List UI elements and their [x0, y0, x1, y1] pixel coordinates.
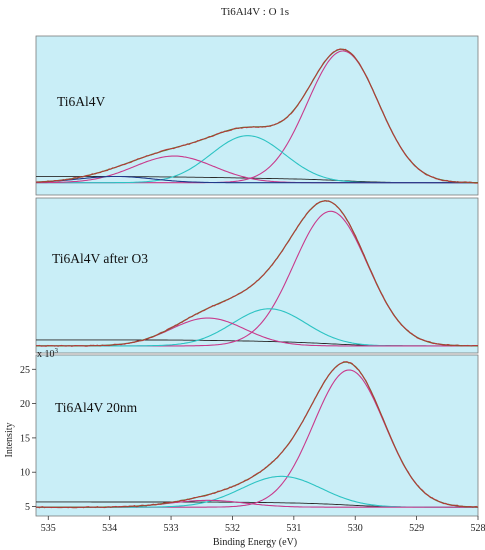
x-axis-label: Binding Energy (eV): [213, 537, 297, 548]
panel-label-3: Ti6Al4V 20nm: [55, 400, 138, 415]
x-tick-label: 533: [164, 523, 179, 534]
y-multiplier-exponent: 3: [55, 347, 59, 355]
y-tick-label: 25: [20, 365, 30, 376]
panel-label-1: Ti6Al4V: [57, 94, 106, 109]
x-axis-ticks: 535 534 533 532 531 530 529 528: [41, 516, 485, 534]
y-multiplier: x 103: [37, 347, 59, 360]
y-axis-label: Intensity: [4, 423, 15, 458]
y-tick-label: 10: [20, 468, 30, 479]
raw-spectrum: [35, 48, 479, 184]
x-tick-label: 529: [409, 523, 424, 534]
x-tick-label: 534: [102, 523, 117, 534]
raw-spectrum: [35, 361, 479, 509]
x-tick-label: 532: [225, 523, 240, 534]
x-tick-label: 535: [41, 523, 56, 534]
y-tick-label: 20: [20, 399, 30, 410]
raw-spectrum: [35, 199, 479, 347]
panel-bg-3: [36, 355, 478, 516]
chart-title: Ti6Al4V : O 1s: [221, 6, 289, 18]
y-tick-label: 5: [25, 502, 30, 513]
panel-2-curves: [35, 199, 479, 347]
x-tick-label: 531: [286, 523, 301, 534]
component-peak-far: [36, 175, 478, 184]
panel-frame-1: [35, 35, 479, 196]
x-tick-label: 528: [471, 523, 485, 534]
x-tick-label: 530: [348, 523, 363, 534]
y-multiplier-base: x 10: [37, 349, 55, 360]
panel-1-curves: [35, 48, 479, 184]
y-tick-label: 15: [20, 433, 30, 444]
panel-frame-3: [35, 354, 479, 517]
y-axis-ticks: 5 10 15 20 25: [20, 365, 36, 513]
panel-bg-2: [36, 198, 478, 353]
panel-label-2: Ti6Al4V after O3: [52, 251, 148, 266]
panel-3-curves: [35, 361, 479, 509]
panel-frame-2: [35, 197, 479, 354]
